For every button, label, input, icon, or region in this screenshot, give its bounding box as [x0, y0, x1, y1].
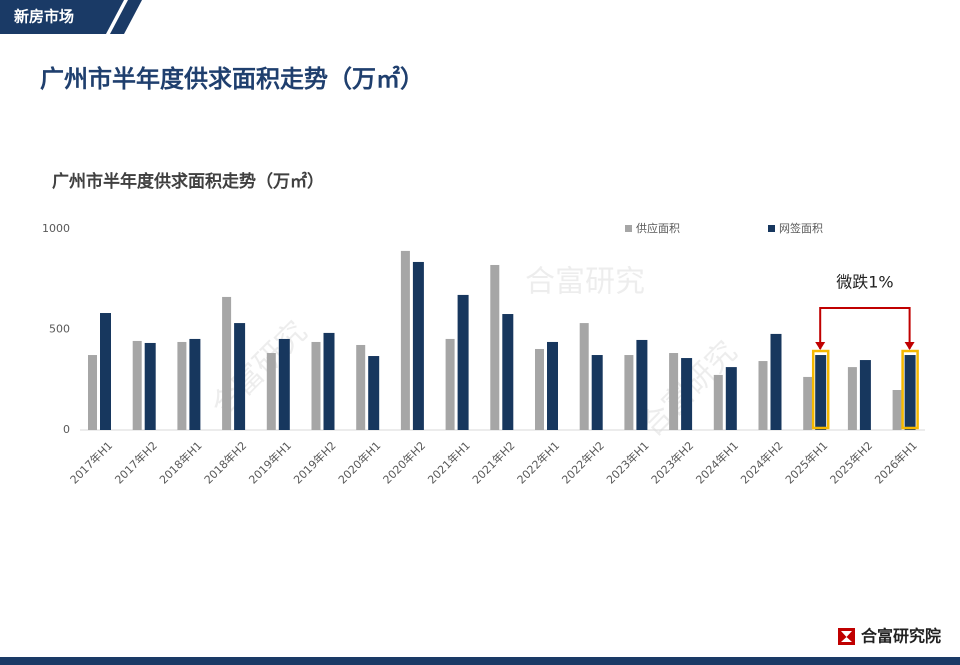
annotation-text: 微跌1% — [836, 273, 893, 292]
bar — [490, 264, 500, 430]
highlight-box — [901, 349, 919, 430]
bar — [222, 296, 232, 430]
bar — [758, 361, 768, 430]
bar — [502, 314, 514, 430]
bar — [311, 341, 321, 430]
bar — [412, 261, 424, 430]
x-tick-label: 2022年H2 — [559, 438, 607, 486]
bar — [445, 338, 455, 430]
y-tick-label: 500 — [49, 323, 70, 336]
x-tick-label: 2019年H1 — [246, 438, 294, 486]
highlight-box — [811, 349, 830, 430]
y-tick-label: 1000 — [42, 222, 70, 235]
bar — [579, 323, 589, 430]
bar — [368, 356, 380, 430]
bar — [681, 358, 693, 430]
y-tick-label: 0 — [63, 423, 70, 436]
bar — [591, 355, 603, 430]
bar — [892, 390, 902, 430]
bar — [636, 339, 648, 430]
bar — [88, 355, 97, 430]
x-tick-label: 2020年H2 — [380, 438, 428, 486]
x-tick-label: 2026年H1 — [872, 438, 920, 486]
bar — [669, 353, 679, 430]
tab-stripe — [110, 0, 142, 34]
bar — [266, 353, 276, 430]
watermark: 合富研究 — [204, 314, 314, 424]
logo-mark — [841, 631, 852, 642]
x-tick-label: 2018年H2 — [201, 438, 249, 486]
x-tick-label: 2018年H1 — [156, 438, 204, 486]
bar — [278, 338, 290, 430]
annotation-arrow — [904, 342, 915, 351]
x-tick-label: 2024年H1 — [693, 438, 741, 486]
bar — [624, 355, 634, 430]
x-tick-label: 2024年H2 — [737, 438, 785, 486]
bar — [547, 341, 558, 430]
bar — [144, 342, 156, 430]
section-tab-text: 新房市场 — [14, 8, 74, 26]
legend-swatch — [625, 225, 632, 232]
x-tick-label: 2025年H1 — [782, 438, 830, 486]
bar — [356, 344, 366, 430]
x-tick-label: 2025年H2 — [827, 438, 875, 486]
x-tick-label: 2023年H2 — [648, 438, 696, 486]
footer-bar — [0, 657, 960, 665]
page-title: 广州市半年度供求面积走势（万㎡） — [40, 65, 424, 93]
annotation-bracket — [819, 307, 911, 350]
section-tab — [0, 0, 124, 34]
x-tick-label: 2017年H1 — [67, 438, 115, 486]
bar — [457, 294, 469, 430]
watermark: 合富研究 — [525, 265, 645, 300]
bar — [847, 367, 857, 430]
bar — [803, 376, 813, 430]
bar — [535, 348, 544, 430]
chart-title: 广州市半年度供求面积走势（万㎡） — [52, 171, 324, 192]
x-tick-label: 2020年H1 — [335, 438, 383, 486]
legend-label: 供应面积 — [636, 221, 680, 235]
bar — [859, 360, 871, 430]
bar — [132, 340, 142, 430]
bar — [713, 374, 723, 430]
legend-label: 网签面积 — [779, 221, 823, 235]
bar — [770, 333, 782, 430]
annotation-arrow — [815, 342, 826, 351]
bar — [725, 367, 737, 430]
plot: 050010002017年H12017年H22018年H12018年H22019… — [42, 221, 925, 487]
x-tick-label: 2017年H2 — [112, 438, 160, 486]
footer-brand: 合富研究院 — [861, 627, 941, 646]
bar — [323, 332, 335, 430]
bar — [400, 250, 410, 430]
bar — [100, 313, 111, 430]
bar — [815, 355, 827, 430]
bar — [234, 323, 246, 430]
bar — [904, 355, 916, 430]
x-tick-label: 2021年H1 — [425, 438, 473, 486]
bar — [189, 338, 201, 430]
legend-swatch — [768, 225, 775, 232]
x-tick-label: 2021年H2 — [469, 438, 517, 486]
bar — [177, 341, 187, 430]
x-tick-label: 2022年H1 — [514, 438, 562, 486]
x-tick-label: 2023年H1 — [603, 438, 651, 486]
x-tick-label: 2019年H2 — [290, 438, 338, 486]
